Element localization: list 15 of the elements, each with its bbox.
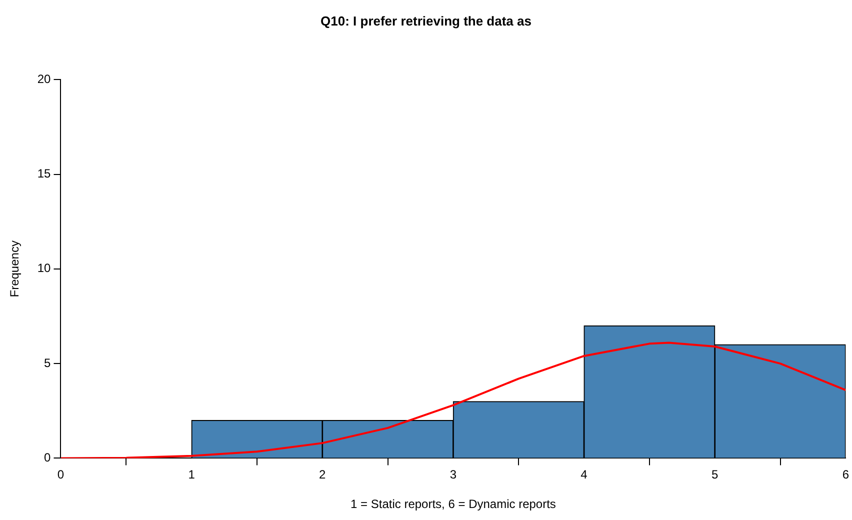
y-tick-label: 15 — [37, 166, 52, 181]
y-tick-label: 20 — [37, 72, 52, 86]
x-tick-label: 1 — [188, 468, 196, 482]
chart-title: Q10: I prefer retrieving the data as — [320, 13, 532, 28]
y-tick-label: 5 — [44, 356, 52, 370]
y-axis-title: Frequency — [8, 240, 22, 298]
x-tick-label: 4 — [580, 468, 588, 482]
y-tick-label: 0 — [44, 450, 52, 465]
y-tick-label: 10 — [37, 261, 52, 276]
x-tick-label: 6 — [842, 468, 850, 482]
x-tick-label: 3 — [450, 468, 457, 482]
x-tick-label: 0 — [57, 468, 64, 482]
x-axis-title: 1 = Static reports, 6 = Dynamic reports — [350, 497, 556, 512]
x-tick-label: 2 — [319, 468, 326, 482]
x-tick-label: 5 — [712, 468, 718, 482]
